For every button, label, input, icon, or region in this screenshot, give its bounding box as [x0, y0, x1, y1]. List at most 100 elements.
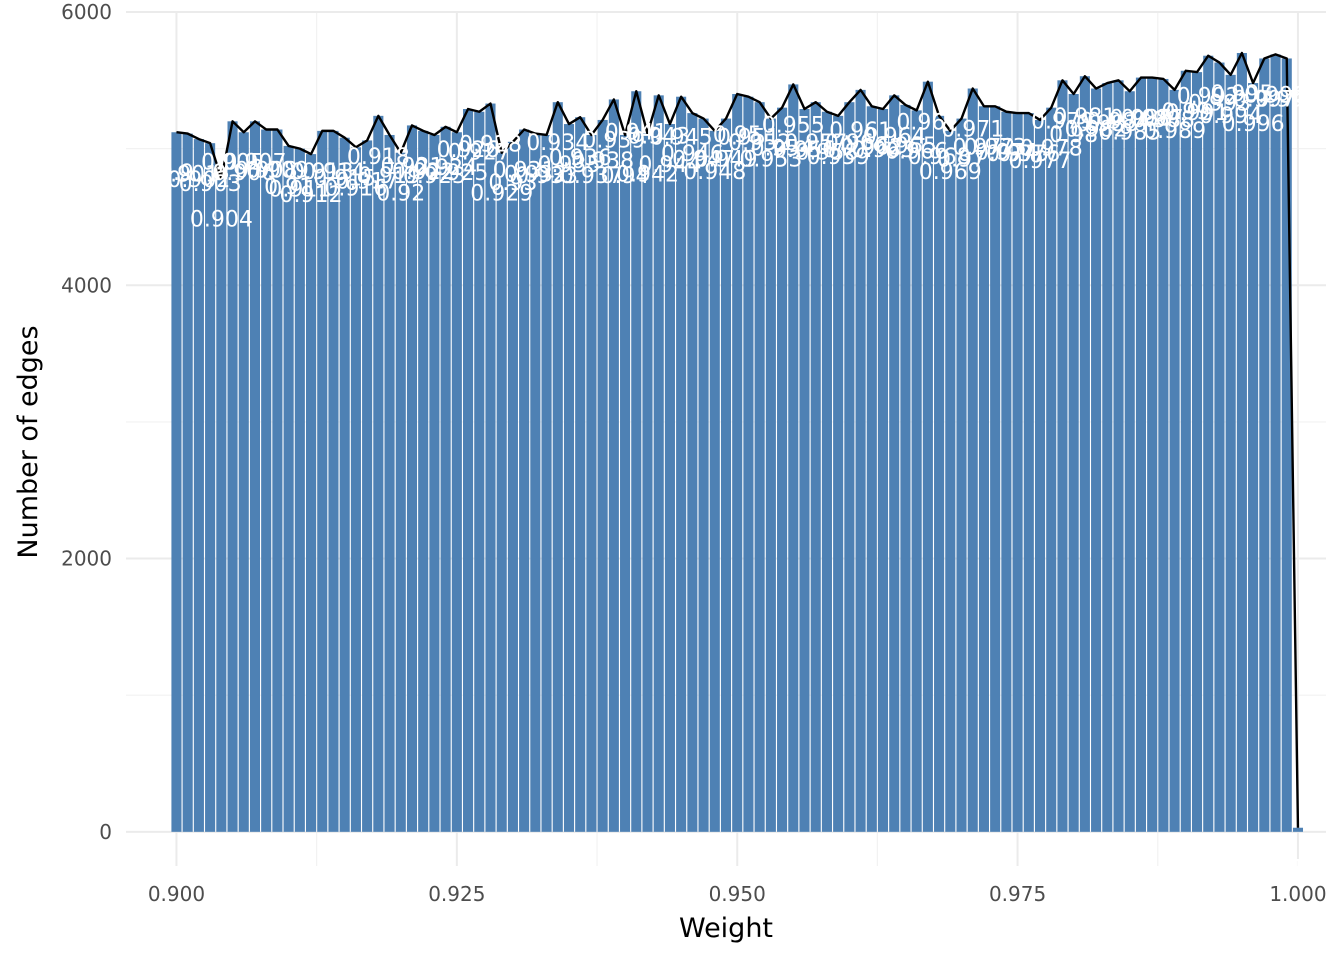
- bar: [877, 109, 889, 832]
- bar-label: 0.96: [825, 131, 874, 156]
- bar-label: 0.963: [852, 138, 915, 163]
- bar-label: 0.952: [728, 131, 791, 156]
- bar-label: 0.979: [1031, 109, 1094, 134]
- bar: [1248, 83, 1259, 832]
- bar: [350, 147, 361, 832]
- x-tick-label: 1.000: [1269, 882, 1326, 906]
- bar-label: 0.934: [526, 131, 589, 156]
- y-axis-title: Number of edges: [13, 325, 44, 558]
- bar: [1292, 827, 1304, 832]
- y-tick-label: 6000: [61, 0, 112, 24]
- bar: [575, 117, 586, 832]
- bar-label: 0.965: [874, 134, 937, 159]
- bar: [945, 130, 956, 832]
- bar-label: 0.944: [638, 153, 701, 178]
- bar-label: 0.958: [795, 141, 858, 166]
- bar: [1001, 111, 1012, 832]
- bar-label: 0.969: [919, 160, 982, 185]
- bar: [328, 130, 339, 832]
- bar: [249, 121, 261, 832]
- bar-label: 0.951: [717, 126, 780, 151]
- bar-label: 0.908: [235, 159, 298, 184]
- bar: [754, 102, 765, 832]
- bar: [1236, 52, 1247, 832]
- bar-label: 0.918: [347, 145, 410, 170]
- bar-label: 0.972: [952, 135, 1015, 160]
- bar: [474, 111, 485, 832]
- y-axis-ticks: 0 2000 4000 6000: [61, 0, 112, 844]
- x-tick-label: 0.975: [989, 882, 1046, 906]
- bar-label: 0.994: [1199, 104, 1262, 129]
- bar: [900, 104, 911, 832]
- y-tick-label: 2000: [61, 547, 112, 571]
- bar: [743, 96, 754, 832]
- bar-label: 0.942: [616, 163, 679, 188]
- bar-label: 0.925: [425, 161, 488, 186]
- bar: [1281, 58, 1292, 832]
- bar-label: 0.931: [493, 159, 556, 184]
- bar: [777, 107, 788, 832]
- bar-label: 0.996: [1222, 112, 1285, 137]
- bar-label: 0.99: [1161, 100, 1210, 125]
- bar-label: 0.964: [863, 124, 926, 149]
- bar: [541, 134, 552, 832]
- bar-label: 0.948: [683, 160, 746, 185]
- bar: [799, 109, 810, 832]
- bar-label: 0.916: [324, 176, 387, 201]
- bar: [934, 115, 945, 832]
- bar: [496, 152, 507, 832]
- bar: [306, 154, 317, 832]
- bar-label: 0.976: [997, 142, 1060, 167]
- bar: [698, 118, 709, 832]
- bar-label: 0.978: [1020, 137, 1083, 162]
- bar: [1012, 113, 1023, 832]
- bar-label: 0.953: [739, 148, 802, 173]
- bar-label: 0.915: [313, 167, 376, 192]
- bar: [709, 130, 720, 832]
- bar-label: 0.905: [201, 150, 264, 175]
- bar-label: 0.973: [964, 135, 1027, 160]
- bar-label: 0.954: [751, 137, 814, 162]
- bar-label: 0.92: [376, 182, 425, 207]
- bar: [261, 129, 272, 832]
- bar: [922, 81, 933, 832]
- x-tick-label: 0.925: [428, 882, 485, 906]
- bar-label: 0.971: [941, 118, 1004, 143]
- bar: [653, 95, 664, 832]
- bar: [1102, 83, 1113, 832]
- bar: [1203, 55, 1214, 832]
- bar-label: 0.957: [784, 131, 847, 156]
- bar: [1034, 119, 1046, 832]
- bar-label: 0.968: [908, 145, 971, 170]
- bar-label: 0.933: [515, 164, 578, 189]
- bar-label: 0.992: [1177, 85, 1240, 110]
- x-axis-title: Weight: [679, 913, 773, 944]
- bar: [911, 110, 922, 832]
- bar-label: 0.939: [582, 128, 645, 153]
- bar: [339, 137, 350, 832]
- bar-label: 0.98: [1049, 123, 1098, 148]
- bar: [855, 89, 866, 832]
- bar: [1079, 76, 1090, 832]
- bar: [765, 118, 776, 832]
- bar-label: 0.984: [1087, 109, 1150, 134]
- bar: [193, 139, 204, 832]
- bar-label: 0.974: [975, 141, 1038, 166]
- bar: [676, 96, 687, 832]
- bar-label: 0.981: [1053, 105, 1116, 130]
- bar: [1113, 80, 1124, 832]
- bar: [889, 95, 900, 832]
- y-tick-label: 0: [99, 820, 112, 844]
- bar-label: 0.943: [627, 124, 690, 149]
- bar-label: 0.945: [650, 126, 713, 151]
- bar-label: 0.983: [1076, 112, 1139, 137]
- bar-label: 0.987: [1121, 107, 1184, 132]
- bar-label: 0.91: [264, 175, 313, 200]
- bar-label: 0.966: [885, 139, 948, 164]
- bar: [1214, 62, 1225, 832]
- bar: [418, 130, 429, 832]
- bar: [1068, 93, 1079, 832]
- bar-label: 0.924: [414, 156, 477, 181]
- bar: [967, 88, 978, 832]
- bar-labels: 0.90.9010.9020.9030.9040.9050.9060.9070.…: [156, 82, 1318, 882]
